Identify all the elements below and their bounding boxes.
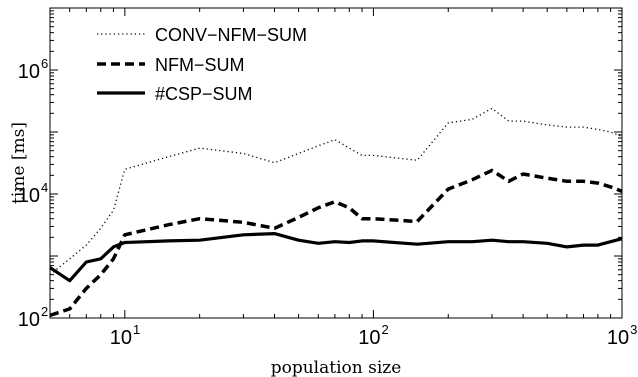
x-tick-label: 10 3 bbox=[607, 322, 637, 349]
svg-text:10: 10 bbox=[18, 185, 40, 207]
svg-text:10: 10 bbox=[18, 61, 40, 83]
y-tick-label: 10 2 bbox=[18, 304, 48, 331]
legend-label: CONV−NFM−SUM bbox=[155, 25, 307, 45]
legend-item: NFM−SUM bbox=[97, 55, 245, 75]
series-line-3 bbox=[49, 232, 623, 283]
y-tick-label: 10 4 bbox=[18, 180, 48, 207]
legend-item: #CSP−SUM bbox=[97, 84, 253, 104]
x-tick-label: 10 2 bbox=[358, 322, 388, 349]
legend: CONV−NFM−SUM NFM−SUM #CSP−SUM bbox=[97, 25, 307, 104]
svg-text:2: 2 bbox=[382, 322, 389, 337]
svg-text:2: 2 bbox=[41, 304, 48, 319]
ticks-group bbox=[49, 7, 623, 319]
svg-text:3: 3 bbox=[630, 322, 637, 337]
legend-label: #CSP−SUM bbox=[155, 84, 253, 104]
svg-text:10: 10 bbox=[607, 327, 629, 349]
series-line-1 bbox=[49, 107, 623, 276]
x-tick-label: 10 1 bbox=[110, 322, 140, 349]
svg-text:6: 6 bbox=[41, 56, 48, 71]
svg-text:10: 10 bbox=[110, 327, 132, 349]
svg-text:10: 10 bbox=[18, 309, 40, 331]
svg-text:10: 10 bbox=[358, 327, 380, 349]
series-group bbox=[49, 107, 623, 318]
plot-frame bbox=[49, 7, 623, 319]
tick-labels-group: 10 1 10 2 10 310 210 410 6 bbox=[18, 56, 638, 349]
svg-text:1: 1 bbox=[133, 322, 140, 337]
series-line-2 bbox=[49, 168, 623, 318]
svg-text:4: 4 bbox=[41, 180, 48, 195]
legend-label: NFM−SUM bbox=[155, 55, 245, 75]
x-axis-label: population size bbox=[271, 358, 402, 377]
y-axis-label: time [ms] bbox=[9, 122, 29, 204]
y-tick-label: 10 6 bbox=[18, 56, 48, 83]
legend-item: CONV−NFM−SUM bbox=[97, 25, 307, 45]
